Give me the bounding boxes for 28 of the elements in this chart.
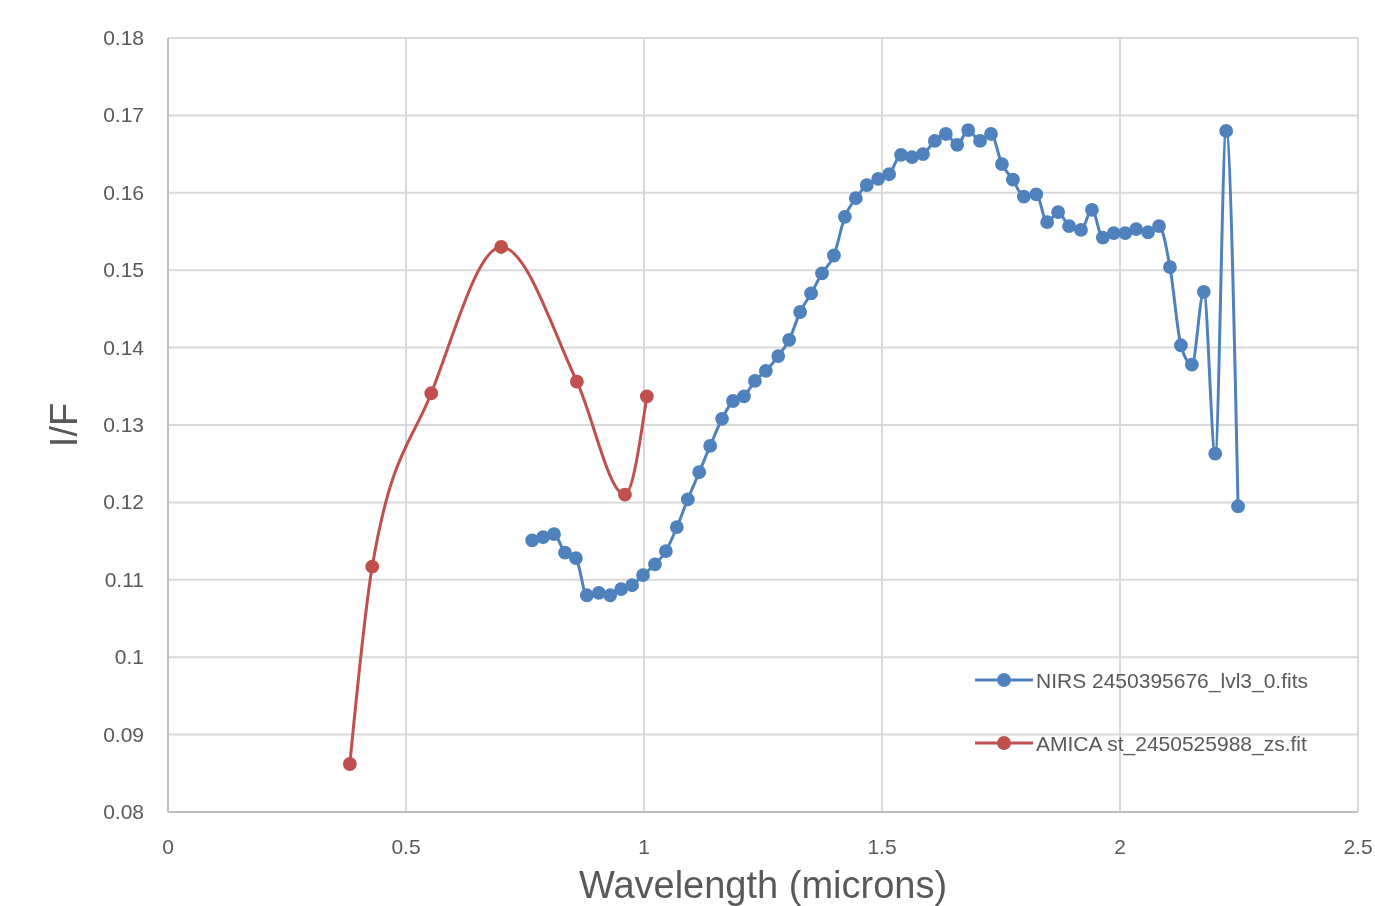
x-tick-label: 1.5	[867, 835, 897, 858]
point	[569, 374, 584, 389]
y-axis-title: I/F	[43, 402, 85, 448]
y-tick-label: 0.15	[103, 258, 144, 282]
legend-label: AMICA st_2450525988_zs.fit	[1036, 732, 1307, 756]
point	[365, 559, 380, 574]
x-tick-label: 1	[638, 835, 650, 858]
point	[342, 757, 357, 771]
x-tick-label: 0.5	[391, 835, 421, 858]
y-tick-label: 0.17	[103, 103, 144, 127]
x-tick-label: 2	[1114, 835, 1126, 858]
y-tick-label: 0.14	[103, 335, 145, 359]
x-axis-title: Wavelength (microns)	[578, 864, 948, 906]
legend-label: NIRS 2450395676_lvl3_0.fits	[1036, 669, 1309, 693]
point	[494, 240, 509, 254]
point	[618, 487, 632, 502]
y-tick-label: 0.12	[103, 490, 144, 514]
x-tick-label: 0	[162, 835, 174, 858]
y-tick-label: 0.13	[103, 413, 144, 436]
point	[639, 389, 654, 404]
point	[424, 386, 439, 401]
y-tick-label: 0.08	[103, 800, 144, 823]
y-tick-label: 0.16	[103, 180, 144, 204]
x-tick-label: 2.5	[1343, 835, 1373, 858]
y-tick-label: 0.09	[103, 722, 144, 746]
y-tick-label: 0.1	[114, 645, 144, 669]
y-tick-label: 0.18	[103, 26, 144, 49]
y-tick-label: 0.11	[104, 567, 144, 591]
